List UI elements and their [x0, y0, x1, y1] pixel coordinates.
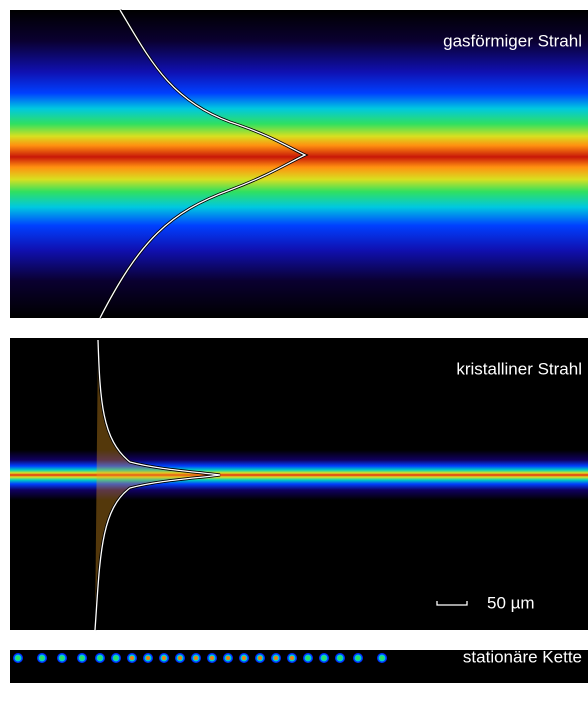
ion-dot — [162, 656, 166, 660]
ion-dot — [194, 656, 198, 660]
chain-panel — [10, 650, 588, 683]
panel-label: gasförmiger Strahl — [443, 31, 582, 50]
panel-label: stationäre Kette — [463, 647, 582, 666]
ion-dot — [98, 656, 102, 660]
ion-dot — [290, 656, 294, 660]
ion-dot — [80, 656, 84, 660]
ion-dot — [226, 656, 230, 660]
gas-panel — [10, 10, 588, 318]
ion-chain — [13, 653, 387, 663]
ion-dot — [338, 656, 342, 660]
ion-dot — [178, 656, 182, 660]
scale-label: 50 µm — [487, 593, 535, 612]
ion-dot — [306, 656, 310, 660]
ion-dot — [130, 656, 134, 660]
scale-bar — [436, 601, 468, 606]
ion-dot — [114, 656, 118, 660]
panel-label: kristalliner Strahl — [456, 359, 582, 378]
ion-dot — [322, 656, 326, 660]
ion-dot — [258, 656, 262, 660]
ion-dot — [356, 656, 360, 660]
ion-dot — [380, 656, 384, 660]
crystal-beam — [10, 450, 588, 500]
ion-dot — [16, 656, 20, 660]
ion-dot — [40, 656, 44, 660]
ion-dot — [60, 656, 64, 660]
ion-dot — [210, 656, 214, 660]
ion-dot — [274, 656, 278, 660]
profile-curve — [94, 339, 221, 631]
ion-dot — [242, 656, 246, 660]
profile-curve — [99, 9, 307, 319]
ion-dot — [146, 656, 150, 660]
